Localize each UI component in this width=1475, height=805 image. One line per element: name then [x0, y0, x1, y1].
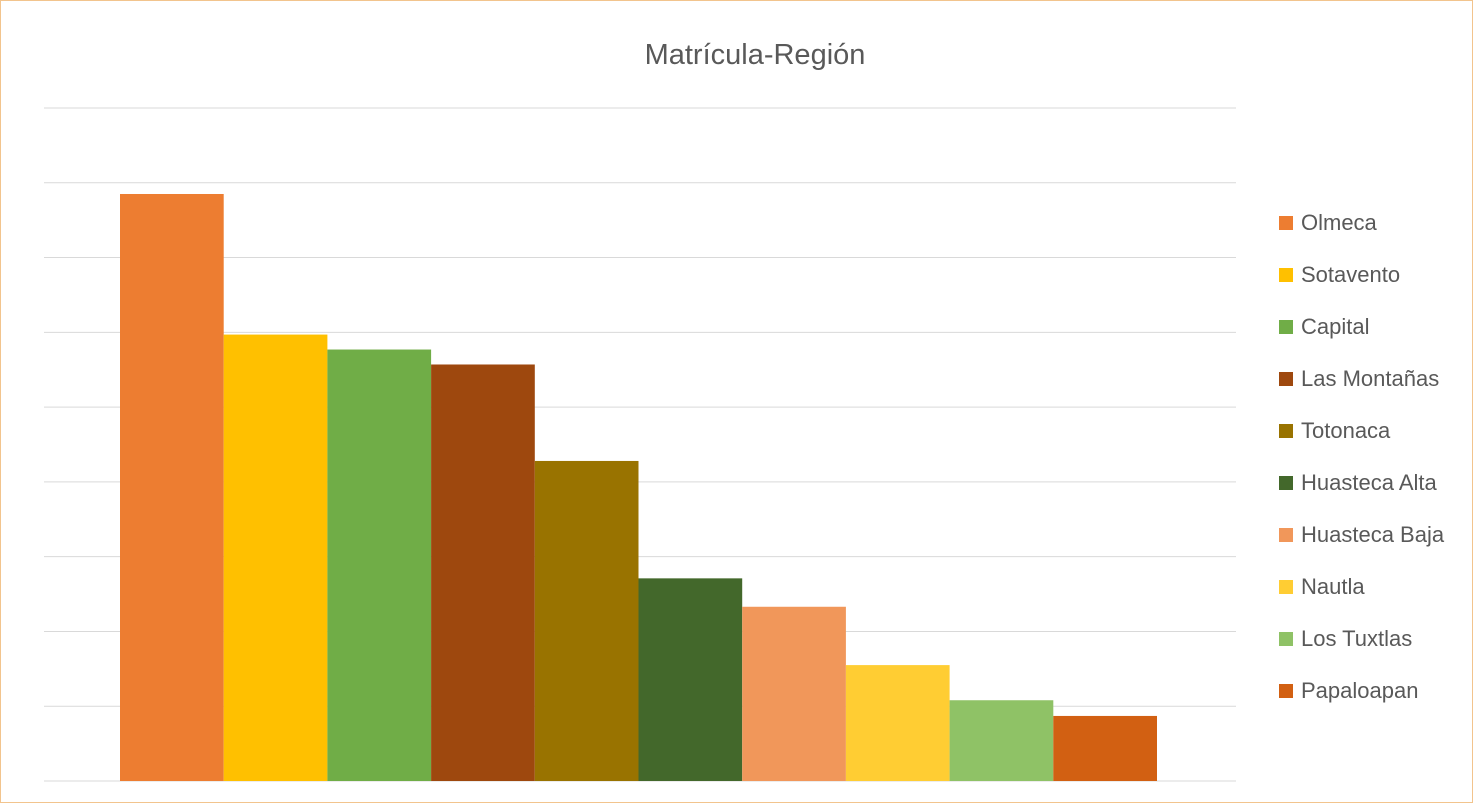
legend-swatch	[1279, 580, 1293, 594]
legend-label: Las Montañas	[1301, 366, 1440, 391]
bar-sotavento	[223, 334, 328, 781]
legend-swatch	[1279, 216, 1293, 230]
legend-item-papaloapan: Papaloapan	[1279, 665, 1444, 717]
legend-item-huasteca-baja: Huasteca Baja	[1279, 509, 1444, 561]
legend-swatch	[1279, 372, 1293, 386]
bar-nautla	[845, 665, 950, 781]
bar-huasteca-alta	[638, 578, 743, 781]
bar-las-monta-as	[431, 364, 535, 781]
legend-item-totonaca: Totonaca	[1279, 405, 1444, 457]
legend-swatch	[1279, 476, 1293, 490]
legend-swatch	[1279, 320, 1293, 334]
legend: Olmeca Sotavento Capital Las Montañas Totona…	[1279, 197, 1444, 717]
bar-los-tuxtlas	[949, 700, 1054, 781]
legend-swatch	[1279, 268, 1293, 282]
legend-label: Totonaca	[1301, 418, 1391, 443]
bar-olmeca	[120, 193, 224, 781]
legend-label: Capital	[1301, 314, 1370, 339]
legend-item-sotavento: Sotavento	[1279, 249, 1444, 301]
bar-huasteca-baja	[742, 606, 846, 781]
legend-item-nautla: Nautla	[1279, 561, 1444, 613]
legend-item-capital: Capital	[1279, 301, 1444, 353]
legend-swatch	[1279, 632, 1293, 646]
legend-label: Huasteca Alta	[1301, 470, 1437, 495]
legend-label: Nautla	[1301, 574, 1365, 599]
legend-item-las-monta-as: Las Montañas	[1279, 353, 1444, 405]
legend-item-olmeca: Olmeca	[1279, 197, 1444, 249]
legend-swatch	[1279, 424, 1293, 438]
legend-label: Papaloapan	[1301, 678, 1419, 703]
legend-label: Huasteca Baja	[1301, 522, 1445, 547]
legend-label: Olmeca	[1301, 210, 1377, 235]
legend-swatch	[1279, 684, 1293, 698]
bar-totonaca	[534, 460, 639, 781]
legend-label: Sotavento	[1301, 262, 1401, 287]
legend-label: Los Tuxtlas	[1301, 626, 1413, 651]
bar-capital	[327, 349, 432, 781]
bar-papaloapan	[1053, 715, 1157, 781]
chart-title: Matrícula-Región	[644, 39, 866, 71]
legend-item-huasteca-alta: Huasteca Alta	[1279, 457, 1444, 509]
legend-item-los-tuxtlas: Los Tuxtlas	[1279, 613, 1444, 665]
legend-swatch	[1279, 528, 1293, 542]
